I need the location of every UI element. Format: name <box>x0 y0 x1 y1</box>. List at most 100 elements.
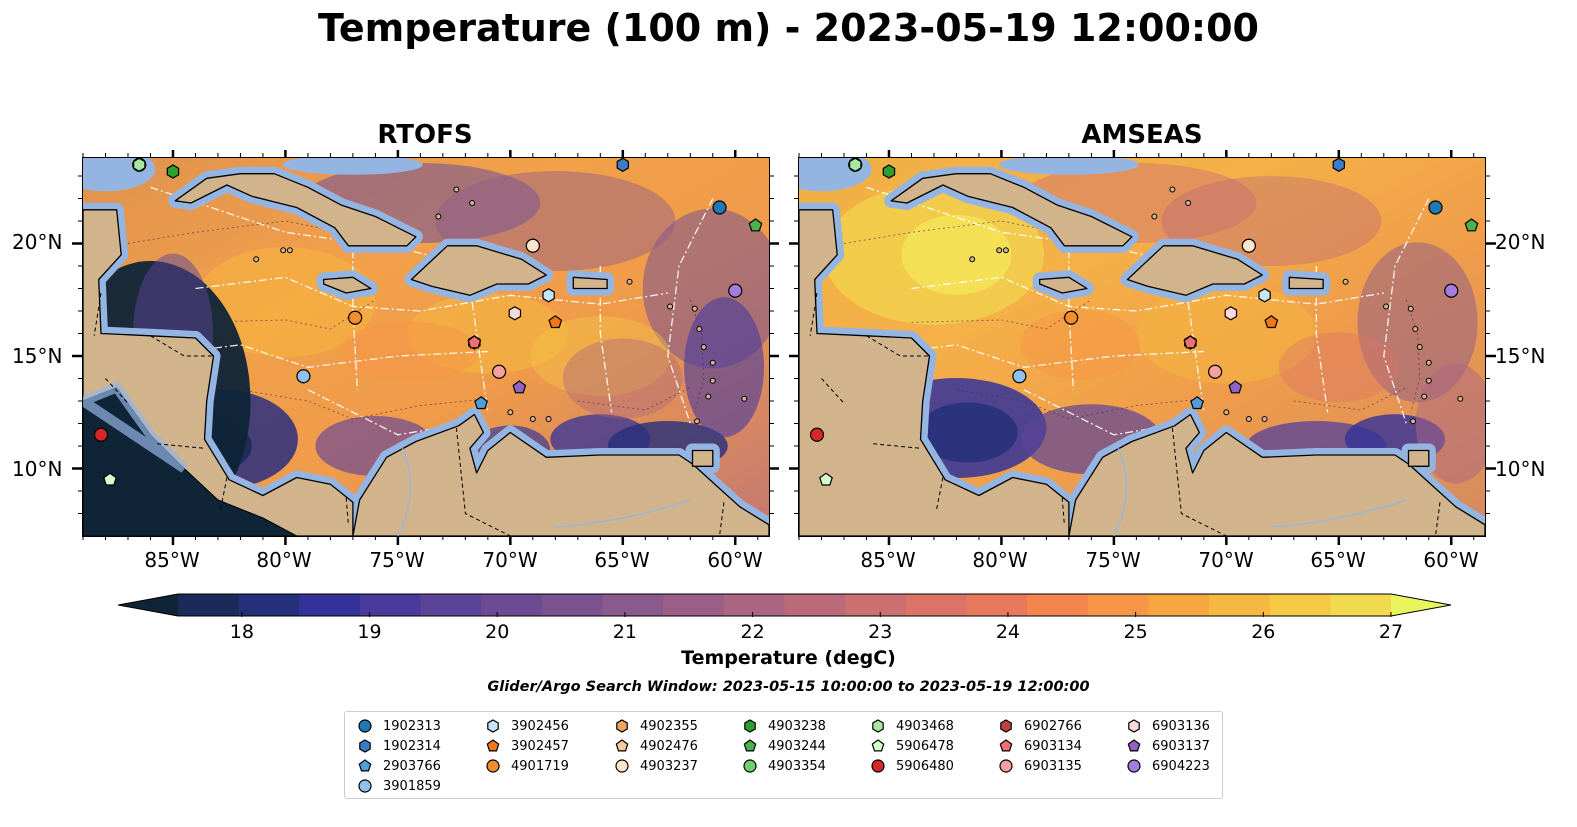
legend-marker-6903137 <box>1127 739 1141 752</box>
search-window-caption: Glider/Argo Search Window: 2023-05-15 10… <box>487 679 1090 695</box>
landmass <box>1126 245 1263 296</box>
rtofs-map[interactable] <box>82 157 770 537</box>
float-marker-6903135 <box>491 364 507 379</box>
amseas-panel-title: AMSEAS <box>1081 120 1203 150</box>
landmass <box>323 276 372 294</box>
colorbar-segment <box>1027 594 1089 616</box>
legend-label: 2903766 <box>383 758 441 774</box>
colorbar-segment <box>1087 594 1149 616</box>
landmass <box>1407 449 1430 467</box>
colorbar-tick-label: 26 <box>1251 621 1276 643</box>
legend-label: 3902456 <box>511 718 569 734</box>
legend-item: 1902314 <box>357 736 441 756</box>
legend-label: 6902766 <box>1024 718 1082 734</box>
colorbar-segment <box>966 594 1028 616</box>
float-marker-6903135 <box>1207 364 1223 379</box>
float-marker-2903766 <box>1190 396 1205 410</box>
hexagon-marker-icon <box>616 719 628 733</box>
legend-marker-4903238 <box>744 719 756 733</box>
legend-label: 4903468 <box>896 718 954 734</box>
colorbar-tick-label: 22 <box>740 621 765 643</box>
float-marker-6903136 <box>1224 306 1238 321</box>
legend-item: 4903354 <box>742 756 826 776</box>
colorbar-segment <box>359 594 422 616</box>
legend-label: 6903135 <box>1024 758 1082 774</box>
circle-marker-icon <box>358 779 372 793</box>
lon-label-70w-left: 70°W <box>482 548 538 572</box>
lon-label-85w-left: 85°W <box>144 548 200 572</box>
float-marker-3902456 <box>1258 288 1271 303</box>
legend-marker-6904223 <box>1127 759 1141 773</box>
float-marker-6904223 <box>728 283 743 298</box>
colorbar-segment <box>663 594 725 616</box>
legend-item: 4903238 <box>742 716 826 736</box>
colorbar-label: Temperature (degC) <box>681 647 896 669</box>
legend-item: 4903237 <box>614 756 698 776</box>
legend-label: 4903244 <box>768 738 826 754</box>
colorbar-segment <box>1209 594 1271 616</box>
legend-marker-1902314 <box>359 739 371 753</box>
legend-label: 6903136 <box>1152 718 1210 734</box>
legend-label: 4902476 <box>640 738 698 754</box>
colorbar-tick-label: 20 <box>485 621 510 643</box>
lon-label-70w-right: 70°W <box>1198 548 1254 572</box>
colorbar-scale <box>117 593 1452 617</box>
float-marker-5906478 <box>819 472 833 486</box>
legend-item: 6903135 <box>998 756 1082 776</box>
colorbar-tick-label: 24 <box>995 621 1021 643</box>
colorbar-tick-label: 18 <box>229 621 254 643</box>
legend-label: 6903137 <box>1152 738 1210 754</box>
circle-marker-icon <box>871 759 885 773</box>
landmass <box>890 173 1133 247</box>
circle-marker-icon <box>358 719 372 733</box>
legend-marker-3902456 <box>487 719 499 733</box>
float-marker-4903244 <box>1464 218 1479 232</box>
legend-marker-4903237 <box>615 759 629 773</box>
float-marker-4901719 <box>348 310 363 325</box>
legend-marker-6902766 <box>1000 719 1012 733</box>
legend-marker-4902476 <box>615 739 629 752</box>
legend-marker-4903468 <box>872 719 884 733</box>
float-legend: 1902313 1902314 2903766 3901859 3902456 39024… <box>344 711 1223 799</box>
lat-label-20n-left: 20°N <box>12 230 63 254</box>
legend-item: 4903468 <box>870 716 954 736</box>
legend-label: 3902457 <box>511 738 569 754</box>
legend-marker-4901719 <box>486 759 500 773</box>
amseas-map[interactable] <box>798 157 1486 537</box>
colorbar-segment <box>602 594 664 616</box>
float-marker-6903134 <box>467 335 482 349</box>
legend-marker-4903354 <box>743 759 757 773</box>
lon-label-80w-right: 80°W <box>972 548 1028 572</box>
legend-label: 6904223 <box>1152 758 1210 774</box>
float-marker-6903137 <box>1228 380 1243 394</box>
axis-ticks <box>72 150 1496 545</box>
lon-label-75w-left: 75°W <box>369 548 425 572</box>
lon-label-65w-left: 65°W <box>594 548 650 572</box>
legend-marker-2903766 <box>358 759 372 772</box>
hexagon-marker-icon <box>1128 719 1140 733</box>
figure-title: Temperature (100 m) - 2023-05-19 12:00:0… <box>317 6 1259 50</box>
circle-marker-icon <box>743 759 757 773</box>
float-marker-3901859 <box>1012 369 1027 384</box>
colorbar-tick-label: 25 <box>1123 621 1148 643</box>
landmass <box>174 173 417 247</box>
legend-label: 4903237 <box>640 758 698 774</box>
legend-label: 1902314 <box>383 738 441 754</box>
legend-label: 5906478 <box>896 738 954 754</box>
legend-label: 3901859 <box>383 778 441 794</box>
legend-item: 1902313 <box>357 716 441 736</box>
colorbar-segment <box>1148 594 1210 616</box>
landmass <box>352 413 769 536</box>
float-marker-5906480 <box>809 427 825 442</box>
legend-marker-6903136 <box>1128 719 1140 733</box>
lon-label-60w-left: 60°W <box>707 548 763 572</box>
hexagon-marker-icon <box>1000 719 1012 733</box>
legend-item: 2903766 <box>357 756 441 776</box>
legend-label: 4903238 <box>768 718 826 734</box>
float-marker-6903137 <box>512 380 527 394</box>
legend-item: 4903244 <box>742 736 826 756</box>
lon-label-80w-left: 80°W <box>256 548 312 572</box>
hexagon-marker-icon <box>359 739 371 753</box>
circle-marker-icon <box>999 759 1013 773</box>
colorbar-segment <box>299 594 361 616</box>
